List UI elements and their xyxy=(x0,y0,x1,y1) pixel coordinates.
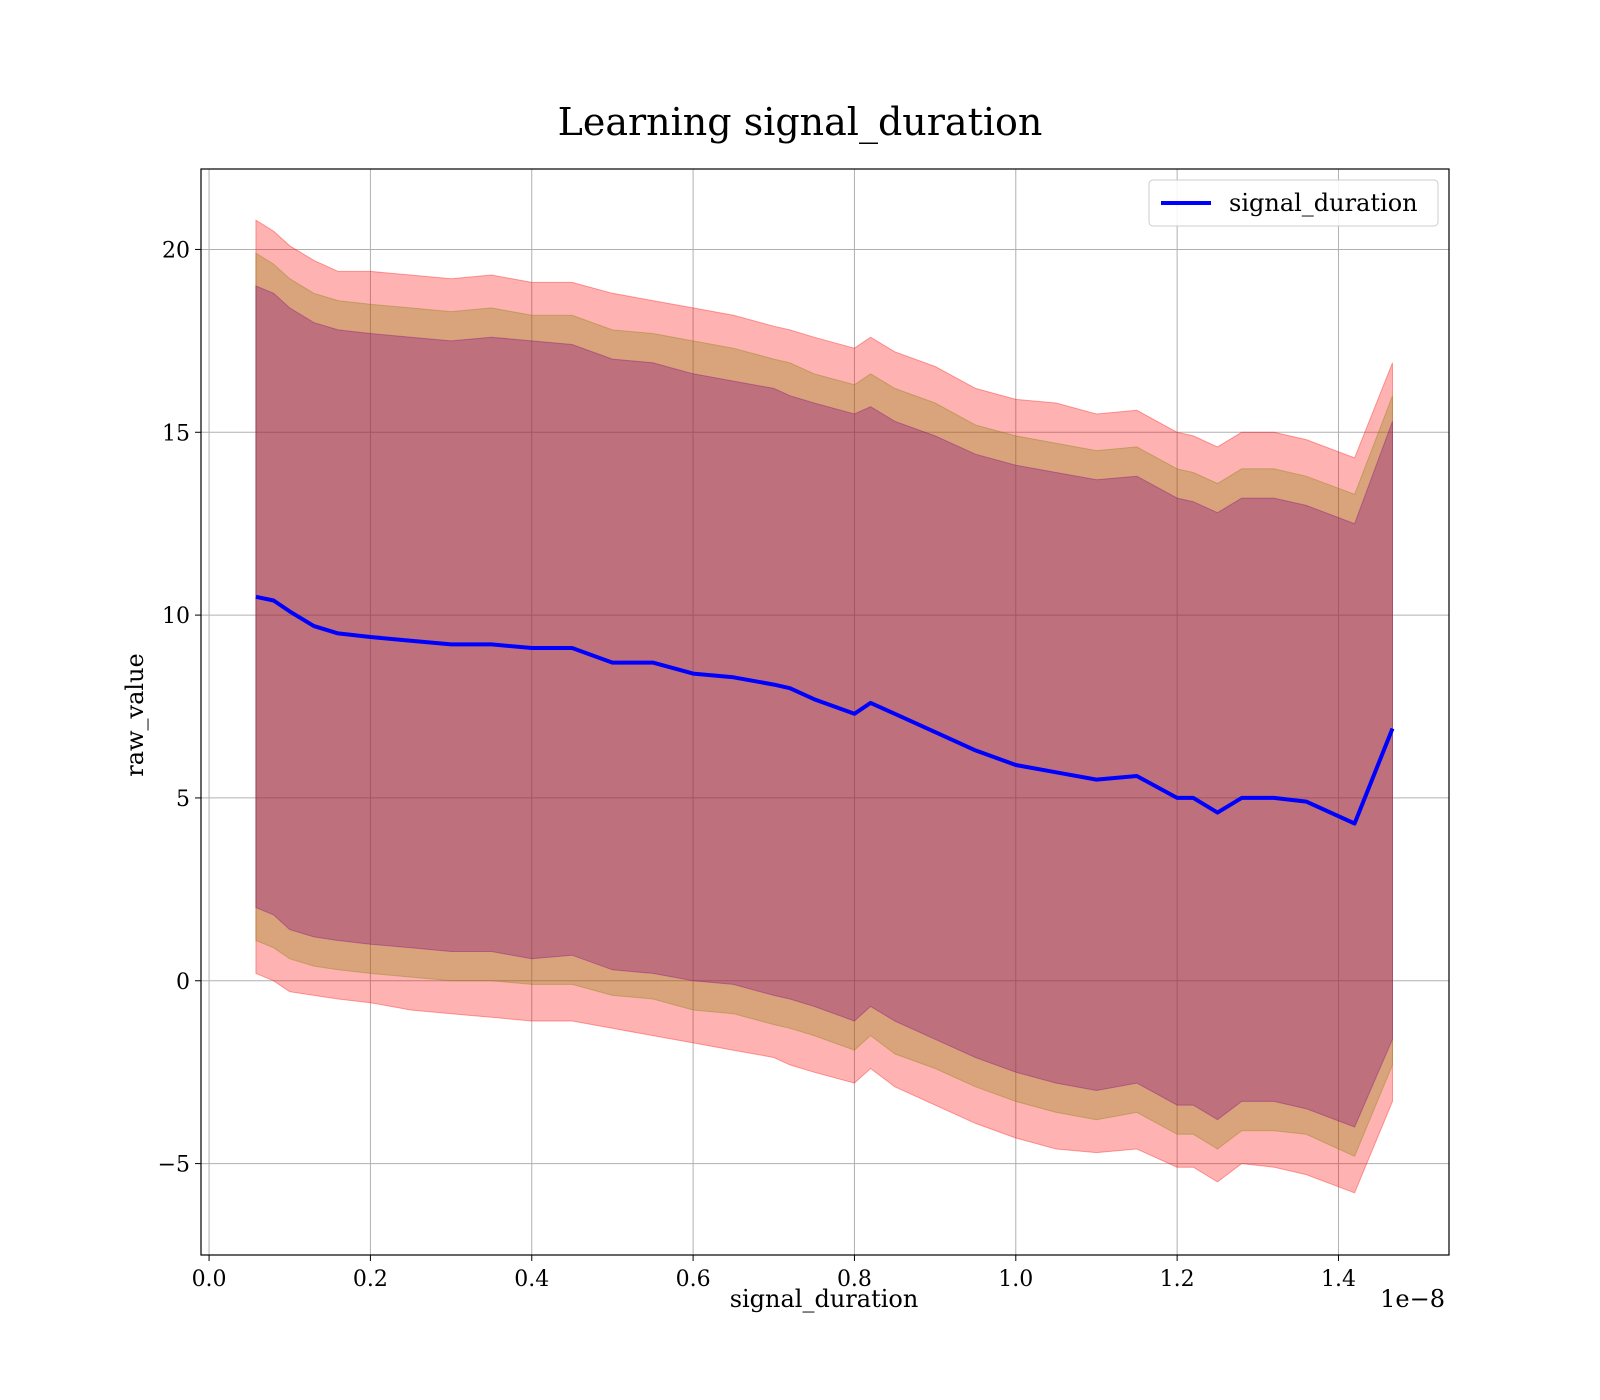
x-tick-label: 0.2 xyxy=(353,1267,388,1292)
x-tick-label: 1.2 xyxy=(1160,1267,1195,1292)
series-lines xyxy=(255,594,1395,826)
chart-title: Learning signal_duration xyxy=(557,100,1043,144)
axis-ticks: 0.0 0.2 0.4 0.6 0.8 1.0 1.2 1.4 −5 0 5 10 15 20 xyxy=(158,238,1356,1292)
y-tick-label: 5 xyxy=(176,787,190,812)
confidence-band-0 xyxy=(255,219,1393,1194)
y-axis-label: raw_value xyxy=(121,653,149,777)
x-tick-label: 1.0 xyxy=(998,1267,1033,1292)
x-axis-label: signal_duration xyxy=(729,1285,919,1313)
confidence-bands xyxy=(255,219,1393,1194)
plot-frame xyxy=(200,168,1450,1256)
legend: signal_duration xyxy=(1148,179,1439,227)
y-tick-label: 0 xyxy=(176,970,190,995)
x-axis-offset-text: 1e−8 xyxy=(1380,1285,1445,1313)
x-tick-label: 1.4 xyxy=(1321,1267,1356,1292)
legend-box xyxy=(1148,179,1439,227)
x-tick-label: 0.6 xyxy=(676,1267,711,1292)
y-tick-label: −5 xyxy=(158,1153,190,1178)
y-tick-label: 10 xyxy=(162,604,190,629)
x-tick-label: 0.8 xyxy=(837,1267,872,1292)
y-tick-label: 20 xyxy=(162,238,190,263)
x-tick-label: 0.0 xyxy=(192,1267,227,1292)
y-tick-label: 15 xyxy=(162,421,190,446)
confidence-band-2 xyxy=(255,285,1393,1128)
legend-label: signal_duration xyxy=(1229,189,1418,217)
series-line-0 xyxy=(255,594,1395,826)
x-tick-label: 0.4 xyxy=(514,1267,549,1292)
